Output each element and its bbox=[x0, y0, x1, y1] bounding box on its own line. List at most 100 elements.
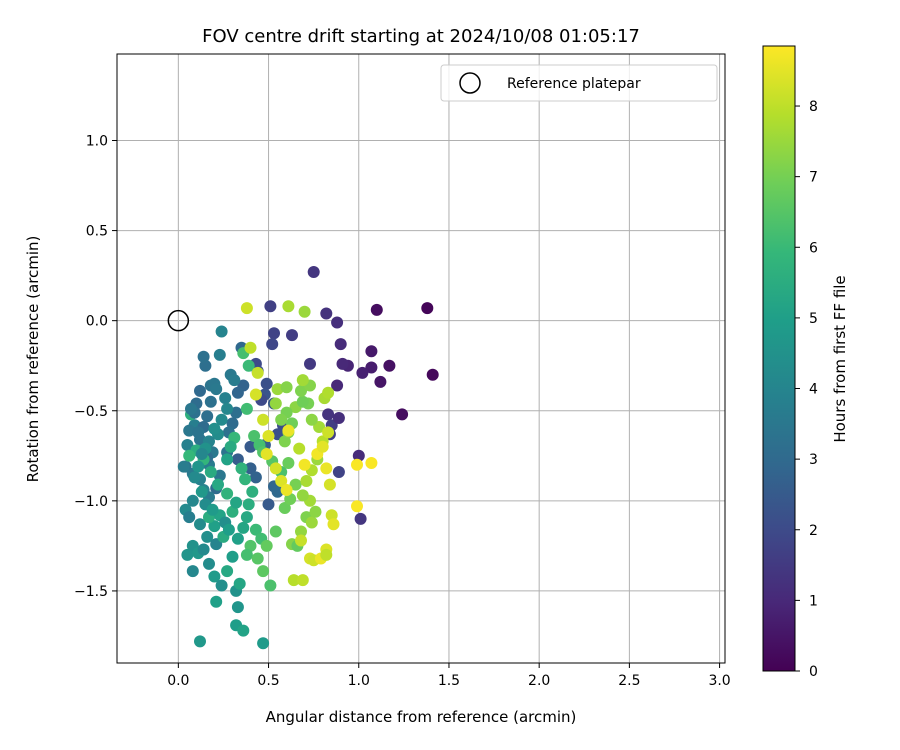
data-point bbox=[244, 462, 257, 475]
data-point bbox=[275, 475, 288, 487]
data-point bbox=[286, 329, 298, 342]
data-point bbox=[332, 466, 345, 478]
data-point bbox=[271, 383, 284, 396]
data-point bbox=[226, 550, 239, 563]
data-point bbox=[322, 408, 335, 421]
colorbar-tick-label: 1 bbox=[809, 593, 818, 609]
data-point bbox=[201, 530, 214, 543]
data-point bbox=[322, 386, 335, 399]
data-point bbox=[242, 498, 255, 511]
data-points bbox=[177, 266, 439, 650]
data-point bbox=[177, 460, 190, 473]
data-point bbox=[249, 388, 262, 401]
data-point bbox=[237, 521, 250, 534]
data-point bbox=[351, 500, 363, 513]
data-point bbox=[204, 466, 217, 478]
data-point bbox=[334, 338, 347, 351]
data-point bbox=[316, 440, 329, 453]
y-tick-label: 0.0 bbox=[86, 314, 108, 330]
data-point bbox=[240, 402, 253, 415]
data-point bbox=[186, 494, 199, 507]
data-point bbox=[226, 505, 239, 518]
data-point bbox=[215, 579, 228, 592]
data-point bbox=[426, 368, 439, 381]
data-point bbox=[293, 442, 306, 455]
data-point bbox=[307, 266, 320, 278]
y-axis-label: Rotation from reference (arcmin) bbox=[24, 236, 42, 483]
x-axis-ticks: 0.0 0.5 1.0 1.5 2.0 2.5 3.0 bbox=[167, 663, 731, 689]
data-point bbox=[240, 302, 253, 315]
colorbar-tick-label: 0 bbox=[809, 664, 818, 680]
data-point bbox=[185, 402, 197, 415]
y-tick-label: −0.5 bbox=[74, 404, 108, 420]
data-point bbox=[298, 305, 311, 318]
data-point bbox=[269, 525, 282, 538]
y-tick-label: −1.0 bbox=[74, 494, 108, 510]
data-point bbox=[325, 509, 338, 522]
data-point bbox=[203, 557, 215, 570]
data-point bbox=[280, 381, 293, 394]
data-point bbox=[208, 570, 221, 583]
data-point bbox=[331, 379, 344, 392]
data-point bbox=[239, 473, 252, 486]
data-point bbox=[201, 410, 214, 423]
data-point bbox=[183, 424, 196, 437]
legend-box bbox=[440, 64, 718, 102]
data-point bbox=[244, 539, 257, 552]
data-point bbox=[244, 440, 257, 453]
data-point bbox=[210, 595, 223, 608]
legend: Reference platepar bbox=[440, 64, 718, 102]
reference-layer bbox=[167, 309, 190, 332]
data-point bbox=[240, 548, 253, 561]
data-point bbox=[192, 426, 205, 439]
data-point bbox=[383, 359, 396, 372]
data-point bbox=[374, 375, 387, 388]
colorbar-label: Hours from first FF file bbox=[831, 275, 849, 442]
data-point bbox=[331, 316, 344, 329]
data-point bbox=[181, 439, 194, 451]
x-tick-label: 0.5 bbox=[257, 673, 279, 689]
data-point bbox=[194, 635, 206, 648]
data-point bbox=[296, 574, 309, 587]
data-point bbox=[213, 469, 226, 482]
data-point bbox=[221, 453, 234, 466]
data-point bbox=[195, 485, 208, 498]
data-point bbox=[278, 435, 291, 448]
data-point bbox=[244, 341, 257, 354]
colorbar: 0 1 2 3 4 5 6 7 8 Hours from first FF file bbox=[762, 45, 849, 680]
data-point bbox=[354, 512, 367, 525]
data-point bbox=[231, 386, 244, 399]
data-point bbox=[351, 458, 363, 471]
data-point bbox=[240, 511, 253, 524]
data-point bbox=[183, 449, 196, 462]
data-point bbox=[356, 366, 369, 379]
y-tick-label: −1.5 bbox=[74, 584, 108, 600]
legend-marker-icon bbox=[459, 72, 481, 94]
data-point bbox=[365, 345, 378, 358]
data-point bbox=[210, 383, 223, 396]
data-point bbox=[336, 357, 349, 370]
data-point bbox=[289, 478, 302, 491]
data-point bbox=[280, 484, 293, 496]
colorbar-tick-label: 7 bbox=[809, 170, 818, 186]
data-point bbox=[264, 300, 277, 313]
data-point bbox=[226, 417, 239, 430]
data-point bbox=[365, 457, 378, 469]
legend-entry: Reference platepar bbox=[507, 76, 641, 92]
data-point bbox=[262, 430, 275, 442]
data-point bbox=[271, 485, 284, 498]
data-point bbox=[295, 525, 307, 538]
data-point bbox=[228, 431, 241, 444]
data-point bbox=[305, 516, 318, 529]
data-point bbox=[235, 462, 248, 475]
data-point bbox=[298, 458, 311, 471]
data-point bbox=[233, 577, 246, 590]
data-point bbox=[268, 327, 280, 340]
data-point bbox=[212, 478, 224, 491]
colorbar-tick-label: 3 bbox=[809, 452, 818, 468]
data-point bbox=[186, 565, 199, 578]
data-point bbox=[188, 471, 201, 484]
y-tick-label: 0.5 bbox=[86, 224, 108, 240]
data-point bbox=[204, 395, 217, 408]
